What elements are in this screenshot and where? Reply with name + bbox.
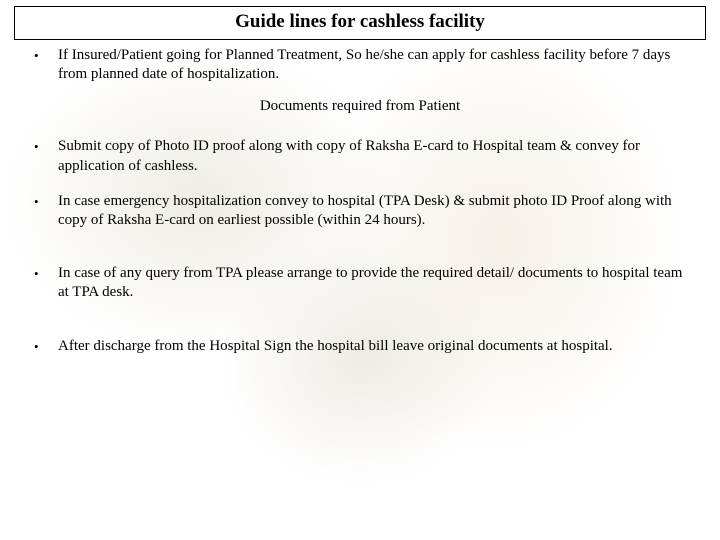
bullet-text: If Insured/Patient going for Planned Tre… xyxy=(58,46,696,84)
title-box: Guide lines for cashless facility xyxy=(14,6,706,40)
bullet-text: In case of any query from TPA please arr… xyxy=(58,264,696,302)
bullet-item: • After discharge from the Hospital Sign… xyxy=(14,337,706,356)
bullet-item: • Submit copy of Photo ID proof along wi… xyxy=(14,137,706,175)
bullet-marker: • xyxy=(34,46,58,65)
bullet-text: Submit copy of Photo ID proof along with… xyxy=(58,137,696,175)
page-title: Guide lines for cashless facility xyxy=(15,11,705,33)
bullet-item: • If Insured/Patient going for Planned T… xyxy=(14,46,706,84)
bullet-marker: • xyxy=(34,192,58,211)
bullet-marker: • xyxy=(34,337,58,356)
slide-content: Guide lines for cashless facility • If I… xyxy=(0,0,720,374)
subheading: Documents required from Patient xyxy=(14,98,706,115)
bullet-marker: • xyxy=(34,137,58,156)
bullet-marker: • xyxy=(34,264,58,283)
bullet-item: • In case of any query from TPA please a… xyxy=(14,264,706,302)
bullet-item: • In case emergency hospitalization conv… xyxy=(14,192,706,230)
bullet-text: In case emergency hospitalization convey… xyxy=(58,192,696,230)
bullet-text: After discharge from the Hospital Sign t… xyxy=(58,337,613,356)
